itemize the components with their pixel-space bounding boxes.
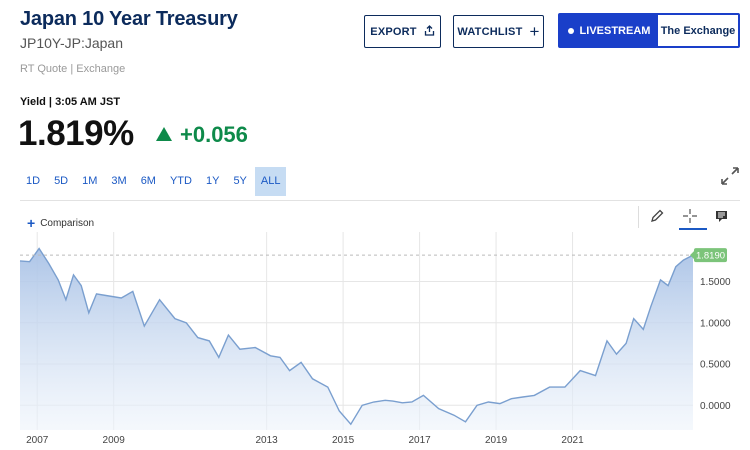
range-1d[interactable]: 1D (26, 175, 41, 187)
range-6m[interactable]: 6M (140, 175, 156, 187)
plus-icon: + (27, 215, 36, 231)
price-change: +0.056 (156, 122, 248, 148)
x-tick-label: 2019 (485, 435, 508, 446)
range-1y[interactable]: 1Y (205, 175, 220, 187)
toolbar-divider (20, 200, 740, 201)
crosshair-icon[interactable] (680, 206, 700, 226)
watchlist-button-label: WATCHLIST (457, 25, 523, 38)
y-tick-label: 0.0000 (700, 401, 731, 412)
price-change-value: +0.056 (180, 122, 248, 147)
current-value-label: 1.8190 (696, 251, 725, 262)
x-tick-label: 2015 (332, 435, 355, 446)
range-5d[interactable]: 5D (54, 175, 69, 187)
export-button[interactable]: EXPORT (364, 15, 441, 48)
live-dot-icon (567, 27, 574, 34)
comparison-label: Comparison (40, 217, 95, 229)
symbol-label: JP10Y-JP:Japan (20, 35, 123, 51)
y-tick-label: 1.0000 (700, 318, 731, 329)
x-tick-label: 2009 (103, 435, 126, 446)
expand-icon[interactable] (720, 166, 740, 186)
range-selector: 1D 5D 1M 3M 6M YTD 1Y 5Y ALL (20, 167, 288, 196)
range-3m[interactable]: 3M (111, 175, 127, 187)
tool-separator (638, 206, 639, 228)
yield-line (19, 247, 694, 426)
current-value-pointer (690, 251, 694, 260)
y-tick-label: 1.5000 (700, 277, 731, 288)
x-tick-label: 2013 (256, 435, 279, 446)
exchange-label: The Exchange (660, 24, 736, 37)
price-value: 1.819% (18, 114, 134, 153)
exchange-button[interactable]: The Exchange (658, 15, 738, 46)
yield-timestamp: Yield | 3:05 AM JST (20, 96, 121, 108)
range-1m[interactable]: 1M (82, 175, 98, 187)
pencil-icon[interactable] (647, 206, 667, 226)
rt-quote-label: RT Quote | Exchange (20, 63, 126, 75)
comparison-button[interactable]: + Comparison (27, 215, 94, 231)
current-value-badge (694, 248, 727, 263)
up-triangle-icon (156, 127, 172, 141)
yield-chart[interactable]: 1.5000 1.0000 0.5000 0.0000 2007 2009 2013 201… (0, 232, 750, 450)
watchlist-button[interactable]: WATCHLIST + (453, 15, 544, 48)
livestream-button[interactable]: LIVESTREAM (560, 15, 658, 46)
x-tick-label: 2017 (408, 435, 431, 446)
yield-area (20, 248, 693, 430)
range-5y[interactable]: 5Y (233, 175, 247, 187)
y-tick-label: 0.5000 (700, 360, 731, 371)
plus-icon: + (529, 21, 540, 41)
livestream-toggle[interactable]: LIVESTREAM The Exchange (558, 13, 740, 48)
share-icon (424, 24, 435, 39)
range-ytd[interactable]: YTD (169, 175, 192, 187)
x-tick-label: 2021 (561, 435, 584, 446)
export-button-label: EXPORT (370, 25, 417, 38)
page-title: Japan 10 Year Treasury (20, 8, 238, 30)
livestream-label: LIVESTREAM (579, 24, 651, 37)
x-tick-label: 2007 (26, 435, 49, 446)
active-tool-indicator (679, 228, 707, 230)
news-icon[interactable] (712, 206, 732, 226)
range-all[interactable]: ALL (254, 167, 287, 196)
